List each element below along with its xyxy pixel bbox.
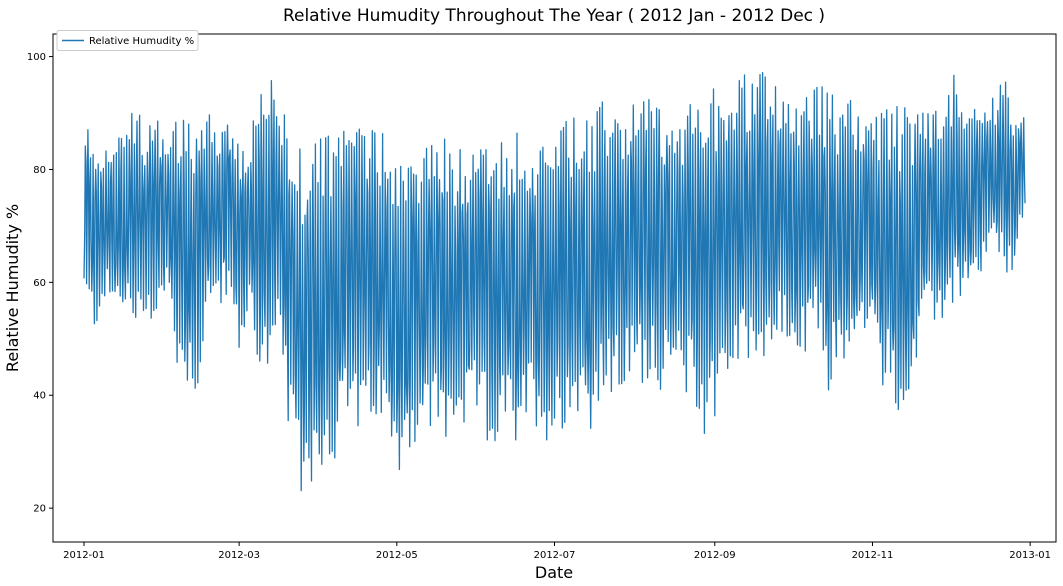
x-tick-label: 2012-09: [694, 550, 736, 561]
y-axis-title: Relative Humudity %: [3, 204, 22, 372]
y-tick-label: 20: [33, 504, 46, 515]
y-tick-label: 100: [27, 52, 46, 63]
chart-title: Relative Humudity Throughout The Year ( …: [283, 6, 825, 26]
y-tick-label: 60: [33, 278, 46, 289]
legend-label-relative-humidity: Relative Humudity %: [89, 36, 194, 47]
y-axis: 20 40 60 80 100: [27, 52, 53, 515]
series-layer: [83, 72, 1026, 492]
y-tick-label: 80: [33, 165, 46, 176]
x-tick-label: 2013-01: [1009, 550, 1051, 561]
x-tick-label: 2012-11: [852, 550, 894, 561]
x-axis: 2012-01 2012-03 2012-05 2012-07 2012-09 2012-…: [63, 542, 1051, 561]
legend: Relative Humudity %: [56, 30, 199, 51]
legend-box: [56, 30, 199, 51]
x-tick-label: 2012-07: [534, 550, 576, 561]
series-line-relative-humidity: [83, 72, 1026, 492]
y-tick-label: 40: [33, 391, 46, 402]
x-axis-title: Date: [535, 563, 573, 582]
x-tick-label: 2012-03: [218, 550, 260, 561]
x-tick-label: 2012-01: [63, 550, 105, 561]
x-tick-label: 2012-05: [376, 550, 418, 561]
